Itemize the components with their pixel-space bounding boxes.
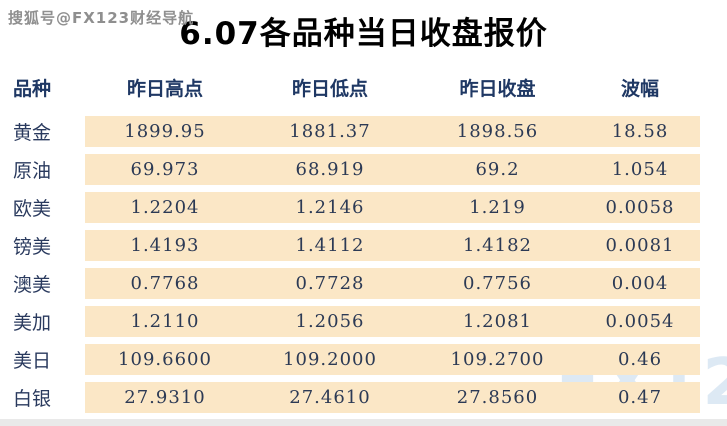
instrument-label: 镑美 <box>13 236 52 258</box>
table-row-crude-oil: 原油 69.973 68.919 69.2 1.054 <box>0 154 727 185</box>
table-row-gold: 黄金 1899.95 1881.37 1898.56 18.58 <box>0 116 727 147</box>
page-title: 6.07各品种当日收盘报价 <box>179 16 548 52</box>
range-value: 0.0081 <box>605 235 675 256</box>
prev-low-value: 27.4610 <box>289 387 371 408</box>
column-header-range: 波幅 <box>620 77 659 100</box>
instrument-label: 澳美 <box>13 274 52 296</box>
prev-close-value: 0.7756 <box>463 273 532 294</box>
row-band: 1.2204 1.2146 1.219 0.0058 <box>85 192 700 223</box>
table-header-row: 品种 昨日高点 昨日低点 昨日收盘 波幅 <box>0 70 727 104</box>
prev-close-value: 27.8560 <box>456 387 539 408</box>
bottom-strip <box>0 419 727 426</box>
instrument-label: 美日 <box>13 350 52 372</box>
prev-low-value: 1881.37 <box>289 121 371 142</box>
row-band: 1.2110 1.2056 1.2081 0.0054 <box>85 306 700 337</box>
instrument-label: 美加 <box>13 312 52 334</box>
range-value: 0.47 <box>617 387 663 408</box>
range-value: 0.46 <box>617 349 663 370</box>
column-header-instrument: 品种 <box>13 77 52 100</box>
prev-high-value: 0.7768 <box>130 273 200 294</box>
prev-low-value: 1.2146 <box>295 197 365 218</box>
prev-low-value: 1.2056 <box>295 311 365 332</box>
prev-close-value: 1.4182 <box>463 235 532 256</box>
prev-high-value: 1.4193 <box>130 235 200 256</box>
column-header-prev-close: 昨日收盘 <box>459 77 536 100</box>
prev-close-value: 1898.56 <box>456 121 539 142</box>
table-row-audusd: 澳美 0.7768 0.7728 0.7756 0.004 <box>0 268 727 299</box>
prev-high-value: 109.6600 <box>118 349 212 370</box>
range-value: 0.0058 <box>605 197 675 218</box>
row-band: 27.9310 27.4610 27.8560 0.47 <box>85 382 700 413</box>
range-value: 0.0054 <box>605 311 675 332</box>
row-band: 0.7768 0.7728 0.7756 0.004 <box>85 268 700 299</box>
prev-low-value: 1.4112 <box>295 235 365 256</box>
column-header-prev-low: 昨日低点 <box>291 77 368 100</box>
quotes-table: 品种 昨日高点 昨日低点 昨日收盘 波幅 黄金 1899.95 1881.37 … <box>0 70 727 420</box>
prev-close-value: 1.219 <box>469 197 526 218</box>
instrument-label: 欧美 <box>13 198 52 220</box>
prev-high-value: 1.2204 <box>130 197 200 218</box>
table-row-eurusd: 欧美 1.2204 1.2146 1.219 0.0058 <box>0 192 727 223</box>
table-row-usdjpy: 美日 109.6600 109.2000 109.2700 0.46 <box>0 344 727 375</box>
prev-low-value: 0.7728 <box>295 273 365 294</box>
row-band: 69.973 68.919 69.2 1.054 <box>85 154 700 185</box>
prev-close-value: 1.2081 <box>463 311 532 332</box>
prev-low-value: 109.2000 <box>283 349 377 370</box>
source-watermark: 搜狐号@FX123财经导航 <box>8 9 195 27</box>
row-band: 109.6600 109.2000 109.2700 0.46 <box>85 344 700 375</box>
row-band: 1.4193 1.4112 1.4182 0.0081 <box>85 230 700 261</box>
range-value: 0.004 <box>611 273 669 294</box>
prev-close-value: 109.2700 <box>450 349 545 370</box>
prev-high-value: 1.2110 <box>130 311 200 332</box>
prev-high-value: 1899.95 <box>124 121 206 142</box>
table-row-gbpusd: 镑美 1.4193 1.4112 1.4182 0.0081 <box>0 230 727 261</box>
table-row-usdcad: 美加 1.2110 1.2056 1.2081 0.0054 <box>0 306 727 337</box>
prev-high-value: 27.9310 <box>124 387 206 408</box>
column-header-prev-high: 昨日高点 <box>126 77 203 100</box>
prev-close-value: 69.2 <box>475 159 520 180</box>
range-value: 1.054 <box>611 159 669 180</box>
table-row-silver: 白银 27.9310 27.4610 27.8560 0.47 <box>0 382 727 413</box>
range-value: 18.58 <box>611 121 669 142</box>
prev-high-value: 69.973 <box>130 159 200 180</box>
instrument-label: 原油 <box>13 160 52 182</box>
prev-low-value: 68.919 <box>295 159 365 180</box>
instrument-label: 黄金 <box>13 122 52 144</box>
row-band: 1899.95 1881.37 1898.56 18.58 <box>85 116 700 147</box>
instrument-label: 白银 <box>13 388 52 410</box>
